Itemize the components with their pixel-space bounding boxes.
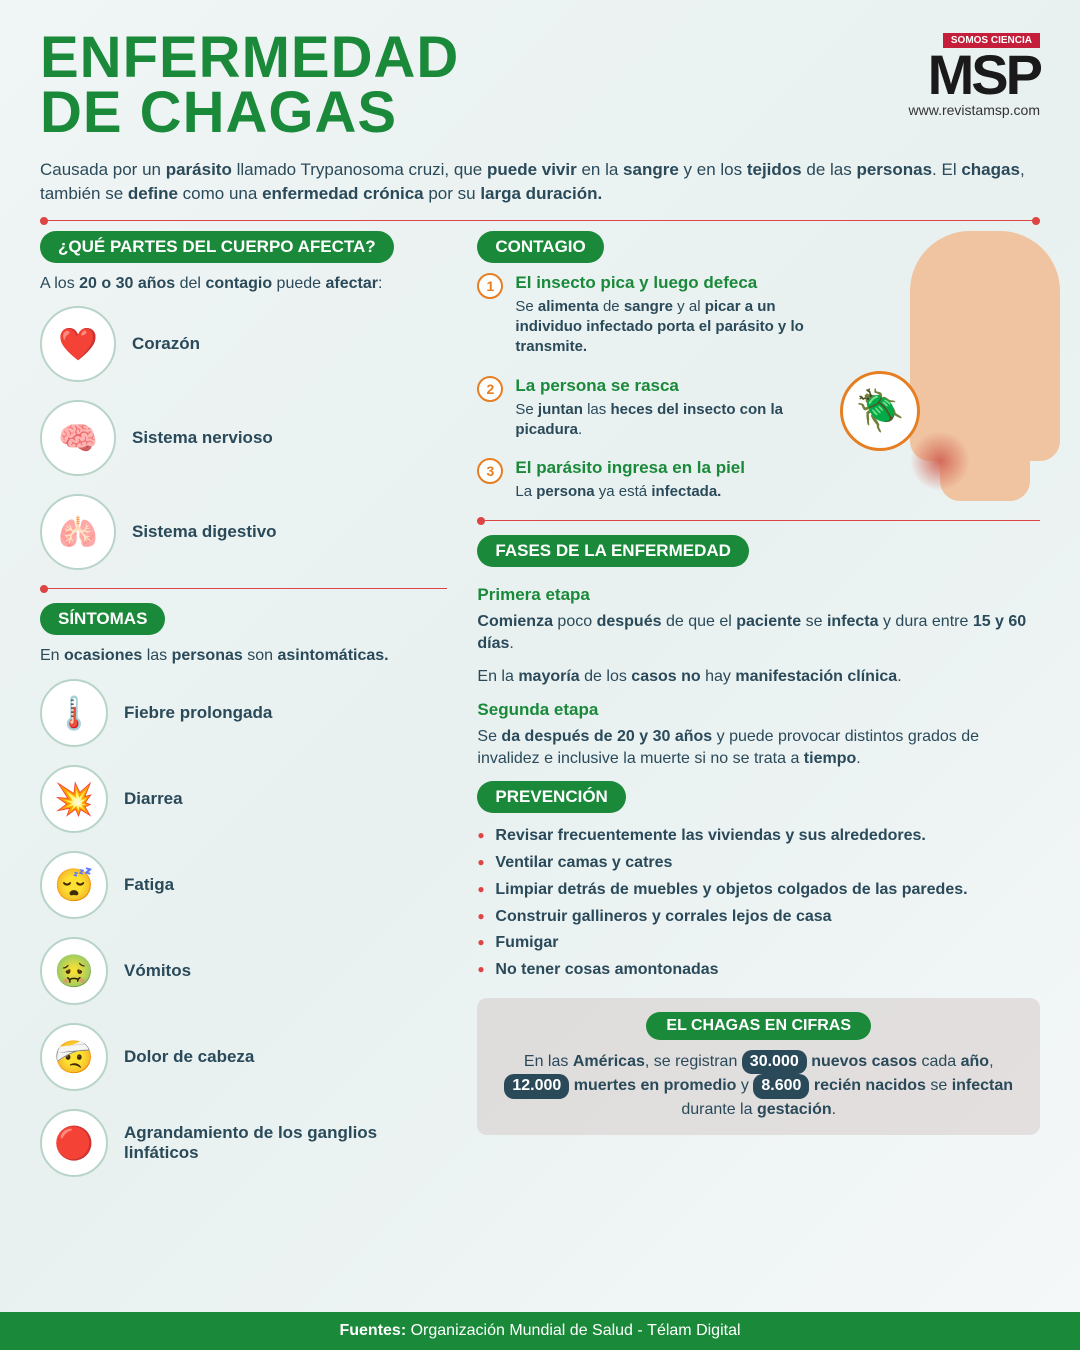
prevention-item: Limpiar detrás de muebles y objetos colg…	[477, 877, 1040, 904]
symptom-item: 💥 Diarrea	[40, 765, 447, 833]
symptom-icon: 🌡️	[40, 679, 108, 747]
footer-label: Fuentes:	[339, 1322, 406, 1339]
organ-list: ❤️ Corazón 🧠 Sistema nervioso 🫁 Sistema …	[40, 306, 447, 570]
symptom-label: Fiebre prolongada	[124, 703, 272, 723]
symptom-label: Vómitos	[124, 961, 191, 981]
prevention-item: Revisar frecuentemente las viviendas y s…	[477, 823, 1040, 850]
symptom-item: 🔴 Agrandamiento de los ganglios linfátic…	[40, 1109, 447, 1177]
logo-block: SOMOS CIENCIA MSP www.revistamsp.com	[909, 30, 1040, 118]
section-header-body: ¿QUÉ PARTES DEL CUERPO AFECTA?	[40, 231, 394, 263]
bug-icon: 🪲	[840, 371, 920, 451]
section-header-phases: FASES DE LA ENFERMEDAD	[477, 535, 749, 567]
organ-item: 🧠 Sistema nervioso	[40, 400, 447, 476]
organ-item: ❤️ Corazón	[40, 306, 447, 382]
hand-illustration: 🪲	[860, 231, 1060, 511]
prevention-list: Revisar frecuentemente las viviendas y s…	[477, 823, 1040, 984]
step-number: 2	[477, 376, 503, 402]
symptom-label: Fatiga	[124, 875, 174, 895]
symptom-label: Agrandamiento de los ganglios linfáticos	[124, 1123, 447, 1163]
stats-text: En las Américas, se registran 30.000 nue…	[497, 1050, 1020, 1121]
symptom-label: Diarrea	[124, 789, 183, 809]
intro-text: Causada por un parásito llamado Trypanos…	[40, 158, 1040, 206]
symptom-item: 🤢 Vómitos	[40, 937, 447, 1005]
step-desc: Se alimenta de sangre y al picar a un in…	[515, 297, 825, 358]
divider	[477, 520, 1040, 521]
organ-label: Sistema nervioso	[132, 428, 273, 448]
prevention-item: No tener cosas amontonadas	[477, 957, 1040, 984]
step-number: 1	[477, 273, 503, 299]
phase1-title: Primera etapa	[477, 585, 1040, 605]
footer-source2: Télam Digital	[647, 1322, 740, 1339]
phase2-text: Se da después de 20 y 30 años y puede pr…	[477, 726, 1040, 769]
logo-url: www.revistamsp.com	[909, 102, 1040, 118]
symptom-item: 🌡️ Fiebre prolongada	[40, 679, 447, 747]
divider	[40, 588, 447, 589]
symptom-icon: 😴	[40, 851, 108, 919]
body-intro: A los 20 o 30 años del contagio puede af…	[40, 273, 447, 295]
phase1-text1: Comienza poco después de que el paciente…	[477, 611, 1040, 654]
prevention-item: Fumigar	[477, 930, 1040, 957]
prevention-item: Construir gallineros y corrales lejos de…	[477, 904, 1040, 931]
step-number: 3	[477, 458, 503, 484]
divider	[40, 220, 1040, 221]
step-title: El insecto pica y luego defeca	[515, 273, 825, 293]
footer: Fuentes: Organización Mundial de Salud -…	[0, 1312, 1080, 1350]
organ-item: 🫁 Sistema digestivo	[40, 494, 447, 570]
symptoms-intro: En ocasiones las personas son asintomáti…	[40, 645, 447, 667]
section-header-contagion: CONTAGIO	[477, 231, 603, 263]
organ-icon: 🧠	[40, 400, 116, 476]
stats-box: EL CHAGAS EN CIFRAS En las Américas, se …	[477, 998, 1040, 1135]
organ-label: Sistema digestivo	[132, 522, 277, 542]
symptom-icon: 🤢	[40, 937, 108, 1005]
title-line2: DE CHAGAS	[40, 80, 397, 145]
symptom-icon: 🔴	[40, 1109, 108, 1177]
footer-source1: Organización Mundial de Salud	[411, 1322, 633, 1339]
main-title: ENFERMEDADDE CHAGAS	[40, 30, 459, 140]
step-desc: Se juntan las heces del insecto con la p…	[515, 400, 825, 441]
organ-label: Corazón	[132, 334, 200, 354]
symptom-label: Dolor de cabeza	[124, 1047, 254, 1067]
phase2-title: Segunda etapa	[477, 700, 1040, 720]
symptom-list: 🌡️ Fiebre prolongada 💥 Diarrea 😴 Fatiga …	[40, 679, 447, 1177]
organ-icon: ❤️	[40, 306, 116, 382]
organ-icon: 🫁	[40, 494, 116, 570]
step-title: La persona se rasca	[515, 376, 825, 396]
symptom-item: 😴 Fatiga	[40, 851, 447, 919]
phase1-text2: En la mayoría de los casos no hay manife…	[477, 666, 1040, 688]
symptom-icon: 💥	[40, 765, 108, 833]
step-desc: La persona ya está infectada.	[515, 482, 745, 502]
header: ENFERMEDADDE CHAGAS SOMOS CIENCIA MSP ww…	[40, 30, 1040, 140]
step-title: El parásito ingresa en la piel	[515, 458, 745, 478]
section-header-prevention: PREVENCIÓN	[477, 781, 625, 813]
symptom-icon: 🤕	[40, 1023, 108, 1091]
prevention-item: Ventilar camas y catres	[477, 850, 1040, 877]
section-header-symptoms: SÍNTOMAS	[40, 603, 165, 635]
symptom-item: 🤕 Dolor de cabeza	[40, 1023, 447, 1091]
stats-header: EL CHAGAS EN CIFRAS	[646, 1012, 871, 1040]
logo-text: MSP	[909, 50, 1040, 100]
